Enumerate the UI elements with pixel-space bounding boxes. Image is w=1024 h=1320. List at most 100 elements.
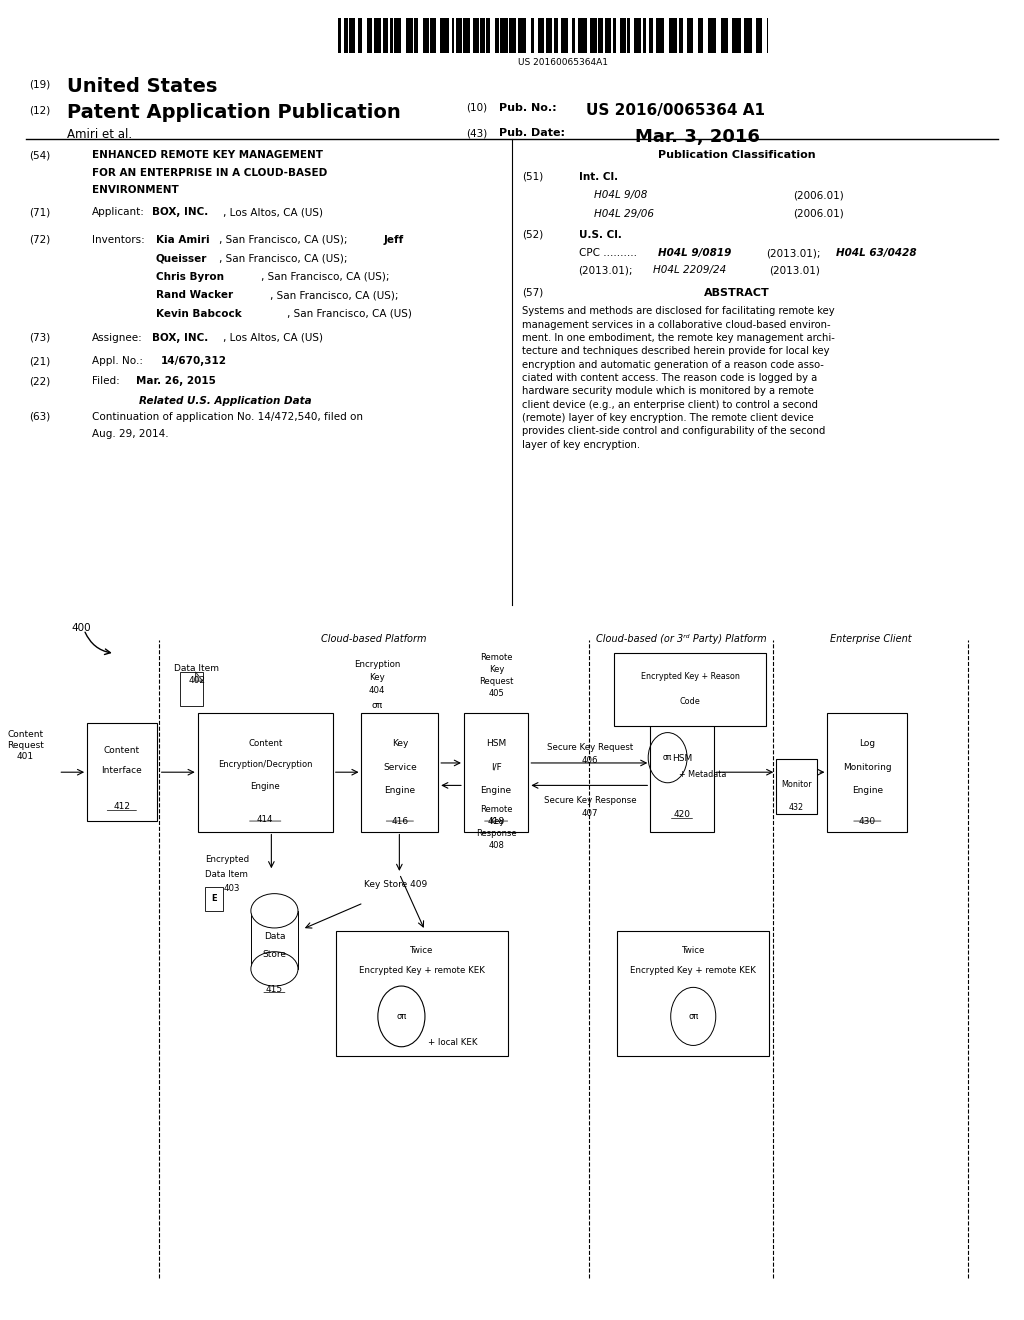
Bar (573, 18, 575, 53)
Bar (480, 18, 483, 53)
Bar (549, 18, 552, 53)
Text: United States: United States (67, 77, 217, 95)
Text: (51): (51) (522, 172, 544, 182)
Bar (198, 713, 333, 832)
Bar (679, 18, 682, 53)
Text: ENVIRONMENT: ENVIRONMENT (92, 185, 179, 195)
Bar (547, 18, 549, 53)
Bar (627, 18, 629, 53)
Bar (579, 18, 583, 53)
Text: 418: 418 (487, 817, 505, 826)
Bar (361, 713, 438, 832)
Text: Appl. No.:: Appl. No.: (92, 356, 143, 367)
Text: 404: 404 (369, 686, 385, 696)
Text: BOX, INC.: BOX, INC. (152, 333, 208, 343)
Bar (416, 18, 419, 53)
Bar (736, 18, 740, 53)
Bar (827, 713, 907, 832)
Bar (459, 18, 462, 53)
Bar (757, 18, 761, 53)
Text: BOX, INC.: BOX, INC. (152, 207, 208, 218)
Bar (338, 18, 341, 53)
Bar (486, 18, 487, 53)
Bar (564, 18, 568, 53)
Text: Key: Key (488, 817, 505, 826)
Bar (648, 18, 651, 53)
Text: CPC ..........: CPC .......... (579, 248, 637, 259)
Text: Key: Key (369, 673, 385, 682)
Text: Twice: Twice (682, 945, 705, 954)
Bar (336, 931, 508, 1056)
Bar (723, 18, 728, 53)
Text: H04L 63/0428: H04L 63/0428 (836, 248, 916, 259)
Text: , San Francisco, CA (US);: , San Francisco, CA (US); (219, 235, 351, 246)
Bar (498, 18, 499, 53)
Bar (513, 18, 516, 53)
Text: Int. Cl.: Int. Cl. (579, 172, 617, 182)
Text: (12): (12) (29, 106, 50, 116)
Text: H04L 29/06: H04L 29/06 (594, 209, 654, 219)
Bar (532, 18, 534, 53)
Ellipse shape (251, 952, 298, 986)
Text: Remote: Remote (480, 653, 513, 663)
Bar (644, 18, 646, 53)
Ellipse shape (251, 894, 298, 928)
Text: (2013.01);: (2013.01); (766, 248, 820, 259)
Text: U.S. Cl.: U.S. Cl. (579, 230, 622, 240)
Bar (251, 911, 298, 969)
Bar (390, 18, 391, 53)
Bar (344, 18, 345, 53)
Bar (487, 18, 490, 53)
Text: Amiri et al.: Amiri et al. (67, 128, 132, 141)
Text: (54): (54) (29, 150, 50, 161)
Bar (743, 18, 748, 53)
Text: Content: Content (103, 746, 140, 755)
Bar (414, 18, 416, 53)
Bar (598, 18, 600, 53)
Bar (430, 18, 433, 53)
Text: Encryption: Encryption (353, 660, 400, 669)
Bar (377, 18, 381, 53)
Text: Monitoring: Monitoring (843, 763, 892, 772)
Bar (383, 18, 387, 53)
Text: (10): (10) (466, 103, 487, 114)
Bar (394, 18, 397, 53)
Bar (732, 18, 736, 53)
Text: 400: 400 (72, 623, 91, 634)
Text: Key: Key (392, 739, 408, 748)
Text: Rand Wacker: Rand Wacker (156, 290, 232, 301)
Text: Twice: Twice (411, 945, 433, 954)
Bar (426, 18, 428, 53)
Text: (43): (43) (466, 128, 487, 139)
Text: I/F: I/F (490, 763, 502, 772)
Text: HSM: HSM (486, 739, 506, 748)
Bar (530, 18, 532, 53)
Text: 420: 420 (674, 810, 690, 820)
Text: Encrypted Key + remote KEK: Encrypted Key + remote KEK (631, 966, 756, 974)
Bar (406, 18, 409, 53)
Text: Pub. No.:: Pub. No.: (499, 103, 556, 114)
Bar (617, 931, 769, 1056)
Text: 412: 412 (114, 801, 130, 810)
Bar (708, 18, 712, 53)
Bar (476, 18, 479, 53)
Text: Pub. Date:: Pub. Date: (499, 128, 564, 139)
Bar (776, 759, 817, 814)
Bar (359, 18, 362, 53)
Text: Key Store 409: Key Store 409 (364, 880, 427, 890)
Text: Data Item: Data Item (205, 870, 248, 879)
Text: Enterprise Client: Enterprise Client (829, 634, 911, 644)
Bar (467, 18, 470, 53)
Text: 414: 414 (257, 814, 273, 824)
Bar (87, 723, 157, 821)
Bar (629, 18, 630, 53)
Bar (643, 18, 644, 53)
Bar (349, 18, 353, 53)
Bar (748, 18, 753, 53)
Text: Encrypted Key + remote KEK: Encrypted Key + remote KEK (359, 966, 484, 974)
Bar (700, 18, 703, 53)
Bar (483, 18, 484, 53)
Text: Log: Log (859, 739, 876, 748)
Text: , San Francisco, CA (US): , San Francisco, CA (US) (287, 309, 412, 319)
Text: Data: Data (264, 932, 285, 941)
